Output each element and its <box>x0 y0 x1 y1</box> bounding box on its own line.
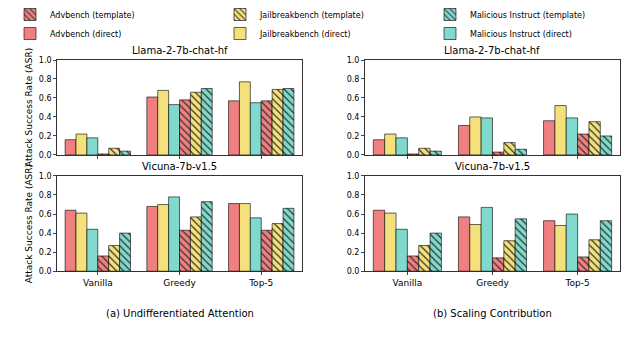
svg-text:Malicious Instruct (template): Malicious Instruct (template) <box>470 11 585 20</box>
svg-text:0.2: 0.2 <box>347 248 360 257</box>
svg-text:0.2: 0.2 <box>39 132 52 141</box>
svg-text:0.0: 0.0 <box>39 267 52 276</box>
svg-text:0.4: 0.4 <box>347 113 360 122</box>
svg-text:0.8: 0.8 <box>347 191 360 200</box>
svg-text:Jailbreakbench (template): Jailbreakbench (template) <box>259 11 364 20</box>
svg-text:0.6: 0.6 <box>347 210 360 219</box>
svg-text:Llama-2-7b-chat-hf: Llama-2-7b-chat-hf <box>444 45 540 56</box>
svg-text:Top-5: Top-5 <box>565 278 590 288</box>
svg-text:Top-5: Top-5 <box>248 278 273 288</box>
svg-text:1.0: 1.0 <box>39 172 52 181</box>
svg-text:0.4: 0.4 <box>39 229 52 238</box>
svg-text:1.0: 1.0 <box>39 56 52 65</box>
svg-text:1.0: 1.0 <box>347 172 360 181</box>
svg-text:0.4: 0.4 <box>347 229 360 238</box>
svg-text:Advbench (direct): Advbench (direct) <box>50 30 121 39</box>
svg-text:1.0: 1.0 <box>347 56 360 65</box>
svg-text:0.8: 0.8 <box>39 75 52 84</box>
svg-text:Llama-2-7b-chat-hf: Llama-2-7b-chat-hf <box>132 45 228 56</box>
svg-text:Jailbreakbench (direct): Jailbreakbench (direct) <box>259 30 351 39</box>
svg-text:Malicious Instruct (direct): Malicious Instruct (direct) <box>470 30 572 39</box>
svg-text:0.0: 0.0 <box>347 151 360 160</box>
svg-text:Attack Success Rate (ASR): Attack Success Rate (ASR) <box>24 164 34 283</box>
svg-text:0.8: 0.8 <box>39 191 52 200</box>
svg-text:0.8: 0.8 <box>347 75 360 84</box>
svg-text:Vicuna-7b-v1.5: Vicuna-7b-v1.5 <box>455 161 530 172</box>
svg-text:0.4: 0.4 <box>39 113 52 122</box>
svg-text:(a) Undifferentiated Attention: (a) Undifferentiated Attention <box>106 308 254 319</box>
svg-text:0.2: 0.2 <box>39 248 52 257</box>
svg-text:0.6: 0.6 <box>39 210 52 219</box>
svg-text:Vanilla: Vanilla <box>393 278 423 288</box>
svg-text:Advbench (template): Advbench (template) <box>50 11 135 20</box>
svg-text:Vicuna-7b-v1.5: Vicuna-7b-v1.5 <box>142 161 217 172</box>
svg-text:(b) Scaling Contribution: (b) Scaling Contribution <box>433 308 552 319</box>
svg-text:0.6: 0.6 <box>347 94 360 103</box>
svg-text:Attack Success Rate (ASR): Attack Success Rate (ASR) <box>24 48 34 167</box>
svg-text:Greedy: Greedy <box>163 278 196 288</box>
svg-text:0.0: 0.0 <box>347 267 360 276</box>
svg-text:0.2: 0.2 <box>347 132 360 141</box>
svg-text:0.6: 0.6 <box>39 94 52 103</box>
svg-text:0.0: 0.0 <box>39 151 52 160</box>
svg-text:Vanilla: Vanilla <box>83 278 113 288</box>
svg-text:Greedy: Greedy <box>476 278 509 288</box>
